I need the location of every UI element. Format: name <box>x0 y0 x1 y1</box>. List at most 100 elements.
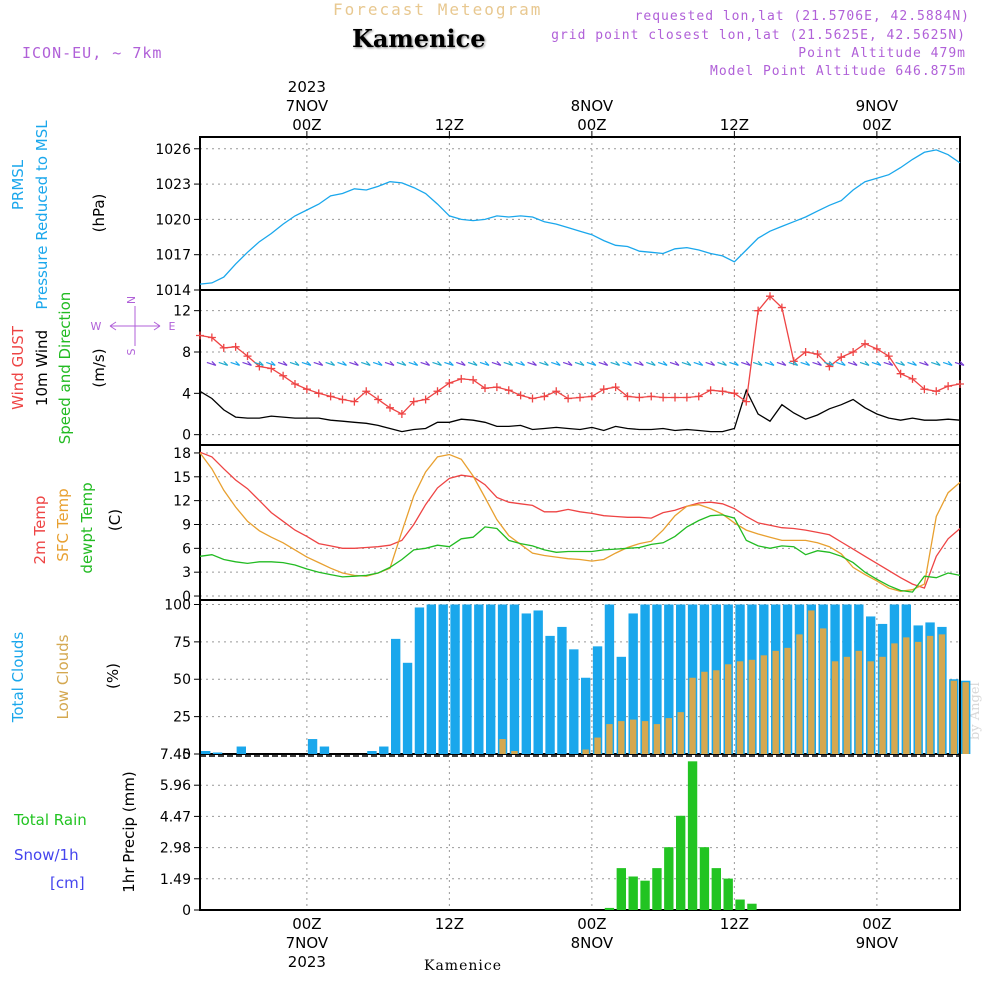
bottom-x-date-label: 7NOV <box>286 934 329 952</box>
total-cloud-bar <box>628 613 638 754</box>
wind-direction-arrow <box>479 360 490 366</box>
y-tick-label: 18 <box>173 446 191 462</box>
y-tick-label: 6 <box>182 541 191 557</box>
low-cloud-bar <box>713 670 720 754</box>
wind-direction-arrow <box>669 360 680 366</box>
total-cloud-bar <box>581 677 591 754</box>
precip-label-snow: Snow/1h <box>14 846 79 864</box>
gust-marker <box>742 397 751 406</box>
wind-direction-arrow <box>693 360 704 366</box>
wind-direction-arrow <box>776 360 787 366</box>
total-cloud-bar <box>307 739 318 754</box>
gust-marker <box>302 385 311 394</box>
total-cloud-bar <box>367 751 377 754</box>
y-tick-label: 5.96 <box>160 778 191 794</box>
wind-direction-arrow <box>491 360 502 366</box>
gust-marker <box>314 389 323 398</box>
total-cloud-bar <box>652 604 662 754</box>
pressure-line <box>199 149 961 285</box>
gust-marker <box>932 387 941 396</box>
wind-direction-arrow <box>919 360 929 366</box>
model-name: ICON-EU, ~ 7km <box>22 44 163 62</box>
total-cloud-bar <box>319 746 330 754</box>
gust-marker <box>872 344 881 353</box>
wind-direction-arrow <box>729 360 739 366</box>
low-cloud-bar <box>867 661 874 754</box>
precip-label-rain: Total Rain <box>13 811 87 829</box>
wind-direction-arrow <box>646 360 656 366</box>
gust-marker <box>338 395 347 404</box>
low-cloud-bar <box>784 647 791 754</box>
pressure-label-long: Pressure Reduced to MSL <box>33 120 51 310</box>
low-cloud-bar <box>499 739 506 754</box>
gust-marker <box>861 339 869 348</box>
y-tick-label: 75 <box>173 635 191 651</box>
gust-marker <box>754 306 763 315</box>
gust-marker <box>528 394 537 403</box>
gust-marker <box>730 389 739 398</box>
clouds-label-total: Total Clouds <box>9 632 27 724</box>
gust-marker <box>326 392 335 401</box>
top-x-tick-label: 00Z <box>292 116 321 134</box>
total-cloud-bar <box>391 638 401 754</box>
temp-label-sfc: SFC Temp <box>54 488 72 561</box>
low-cloud-bar <box>915 641 922 754</box>
low-cloud-bar <box>820 628 827 754</box>
precip-label-cm: [cm] <box>50 874 85 892</box>
wind-label-direction: Speed and Direction <box>56 292 74 445</box>
gust-marker <box>409 397 418 406</box>
wind-direction-arrow <box>242 360 252 366</box>
total-cloud-bar <box>497 604 508 754</box>
total-cloud-bar <box>569 649 579 754</box>
total-cloud-bar <box>604 604 615 754</box>
low-cloud-bar <box>630 719 637 754</box>
wind-direction-arrow <box>717 360 727 366</box>
total-cloud-bar <box>474 604 484 754</box>
total-cloud-bar <box>640 604 650 754</box>
gust-marker <box>837 353 846 362</box>
wind-direction-arrow <box>586 360 597 366</box>
gust-marker <box>896 369 905 378</box>
pressure-unit: (hPa) <box>90 194 108 233</box>
rain-bar <box>687 761 698 910</box>
y-tick-label: 100 <box>164 597 191 613</box>
total-cloud-bar <box>426 604 436 754</box>
low-cloud-bar <box>796 634 803 754</box>
bottom-x-date-label: 9NOV <box>856 934 899 952</box>
low-cloud-bar <box>594 737 601 754</box>
wind-direction-arrow <box>230 360 241 366</box>
gust-marker <box>671 393 679 402</box>
gust-marker <box>659 393 668 402</box>
low-cloud-bar <box>511 751 518 754</box>
y-tick-label: 4.47 <box>160 809 191 825</box>
gust-marker <box>944 382 953 391</box>
wind-direction-arrow <box>931 360 941 366</box>
y-tick-label: 1017 <box>155 248 191 264</box>
temp-sfc-line <box>199 452 961 592</box>
top-x-year-label: 2023 <box>288 78 326 96</box>
wind-direction-arrow <box>337 360 347 366</box>
wind-direction-arrow <box>313 360 324 366</box>
bottom-x-year-label: 2023 <box>288 953 326 971</box>
low-cloud-bar <box>582 749 589 754</box>
wind-direction-arrow <box>752 360 763 366</box>
gust-marker <box>516 391 525 400</box>
gust-marker <box>587 392 596 401</box>
total-cloud-bar <box>486 604 496 754</box>
compass-n: N <box>125 296 138 304</box>
gust-marker <box>469 375 478 384</box>
wind-direction-arrow <box>657 360 668 366</box>
grid-point-coords: grid point closest lon,lat (21.5625E, 42… <box>551 28 966 43</box>
wind-direction-arrow <box>812 360 822 366</box>
rain-bar <box>735 899 745 910</box>
gust-marker <box>694 392 703 401</box>
wind-direction-arrow <box>408 360 419 366</box>
compass-cross <box>109 306 161 346</box>
precip-label: 1hr Precip (mm) <box>120 771 138 892</box>
wind-direction-arrow <box>266 360 276 366</box>
gust-marker <box>635 393 644 402</box>
panel-frame-pressure <box>199 136 961 291</box>
gust-marker <box>599 385 608 394</box>
gust-marker <box>777 303 786 312</box>
low-cloud-bar <box>665 718 672 754</box>
